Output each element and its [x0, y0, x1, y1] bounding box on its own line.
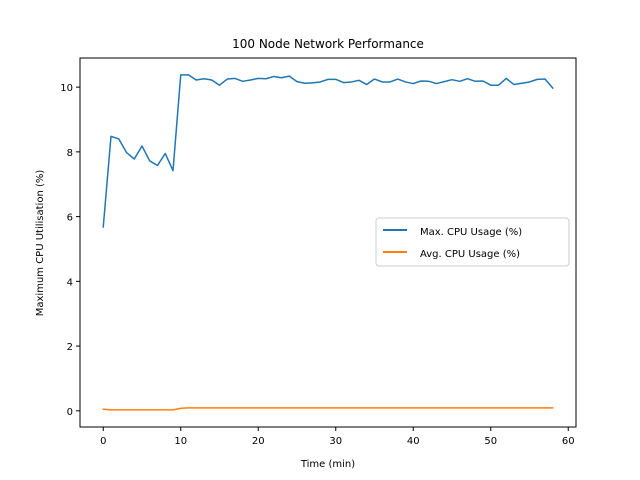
y-tick-label: 8 — [67, 148, 73, 159]
x-axis-label: Time (min) — [300, 459, 355, 470]
plot-area-frame — [79, 57, 577, 428]
y-tick-label: 0 — [67, 407, 73, 418]
plot-series — [102, 74, 554, 411]
y-tick-label: 6 — [67, 213, 73, 224]
chart-title: 100 Node Network Performance — [232, 37, 424, 51]
y-axis-label: Maximum CPU Utilisation (%) — [35, 170, 46, 317]
legend: Max. CPU Usage (%) Avg. CPU Usage (%) — [375, 217, 570, 267]
y-tick-label: 2 — [67, 342, 73, 353]
x-tick-label: 60 — [562, 436, 575, 447]
y-tick-label: 10 — [60, 83, 73, 94]
series-line-max-cpu-usage — [102, 74, 554, 228]
x-axis-ticks: 0 10 20 30 40 50 60 — [100, 427, 575, 447]
legend-label-avg-cpu: Avg. CPU Usage (%) — [420, 249, 520, 260]
y-tick-label: 4 — [67, 277, 73, 288]
y-axis-ticks: 0 2 4 6 8 10 — [60, 83, 80, 418]
x-tick-label: 10 — [174, 436, 187, 447]
legend-box — [375, 217, 570, 267]
series-line-avg-cpu-usage — [102, 407, 554, 411]
x-tick-label: 20 — [252, 436, 265, 447]
x-tick-label: 40 — [407, 436, 420, 447]
x-tick-label: 30 — [329, 436, 342, 447]
x-tick-label: 0 — [100, 436, 106, 447]
x-tick-label: 50 — [484, 436, 497, 447]
legend-label-max-cpu: Max. CPU Usage (%) — [420, 227, 522, 238]
